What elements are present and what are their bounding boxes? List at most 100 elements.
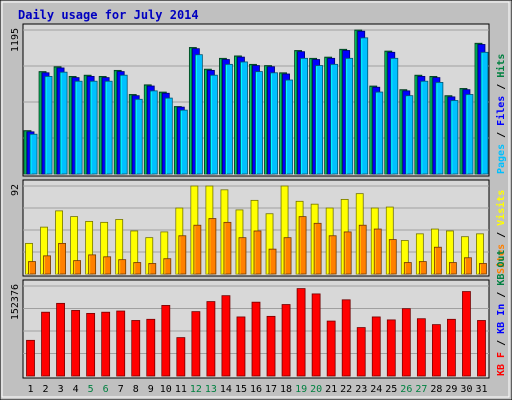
x-tick-label-day-1: 1 (28, 384, 34, 395)
x-tick-label-day-5: 5 (88, 384, 94, 395)
bar-sites-day-1 (28, 261, 36, 275)
bar-sites-day-17 (268, 248, 277, 275)
x-tick-label-day-3: 3 (58, 384, 64, 395)
bar-sites-day-10 (163, 258, 172, 275)
bar-pages-day-8 (134, 98, 143, 175)
x-tick-label-day-4: 4 (73, 384, 79, 395)
bar-sites-day-24 (373, 228, 382, 275)
x-tick-label-day-22: 22 (340, 384, 352, 395)
bar-sites-day-5 (88, 254, 97, 275)
x-tick-label-day-12: 12 (190, 384, 202, 395)
x-tick-label-day-9: 9 (148, 384, 154, 395)
bar-sites-day-8 (133, 262, 142, 275)
x-tick-label-day-24: 24 (370, 384, 382, 395)
bar-pages-day-2 (44, 75, 53, 175)
bar-sites-day-16 (253, 230, 262, 275)
x-tick-label-day-21: 21 (325, 384, 337, 395)
bar-pages-day-19 (300, 57, 308, 175)
bar-sites-day-25 (388, 239, 397, 275)
x-tick-label-day-28: 28 (430, 384, 442, 395)
bar-kb-f-day-7 (116, 310, 126, 377)
bar-pages-day-20 (315, 65, 324, 175)
bar-kb-f-day-27 (416, 318, 426, 377)
bar-pages-day-13 (210, 74, 218, 175)
bar-kb-f-day-5 (86, 312, 96, 377)
bar-pages-day-7 (119, 74, 128, 175)
x-tick-label-day-15: 15 (235, 384, 247, 395)
bar-pages-day-14 (225, 63, 233, 175)
bar-sites-day-29 (449, 262, 457, 275)
bar-pages-day-27 (420, 80, 429, 175)
x-tick-label-day-30: 30 (460, 384, 472, 395)
bar-sites-day-13 (208, 218, 217, 275)
panel-hits-ymax-label: 1195 (10, 28, 21, 52)
bar-pages-day-28 (435, 82, 444, 175)
legend-entry: KB F (496, 352, 507, 376)
bar-kb-f-day-2 (41, 311, 50, 377)
bar-pages-day-30 (465, 94, 474, 175)
x-tick-label-day-8: 8 (133, 384, 139, 395)
panel-visits-legend: Sites / Visits (495, 190, 507, 274)
bar-sites-day-7 (118, 259, 127, 275)
chart-title: Daily usage for July 2014 (18, 8, 199, 22)
legend-entry: Sites (495, 244, 507, 274)
legend-entry: / (496, 334, 507, 352)
x-tick-label-day-19: 19 (295, 384, 307, 395)
bar-pages-day-3 (59, 71, 68, 175)
bar-sites-day-28 (433, 246, 442, 275)
series-sites (28, 216, 487, 275)
x-tick-label-day-31: 31 (475, 384, 487, 395)
bar-pages-day-1 (29, 133, 38, 175)
bar-pages-day-6 (104, 80, 113, 175)
bar-pages-day-12 (194, 54, 203, 175)
series-kb-f (26, 288, 486, 377)
bar-sites-day-4 (73, 260, 82, 275)
legend-entry: / (496, 286, 507, 304)
x-tick-label-day-7: 7 (118, 384, 124, 395)
bar-kb-f-day-14 (221, 295, 231, 377)
bar-sites-day-15 (238, 237, 247, 275)
bar-kb-f-day-4 (71, 310, 81, 377)
bar-kb-f-day-28 (431, 324, 441, 377)
x-tick-label-day-10: 10 (160, 384, 172, 395)
bar-pages-day-11 (179, 109, 188, 175)
bar-sites-day-2 (43, 255, 51, 275)
x-axis-day-labels: 1 2 3 4 5 6 7 8 9 10 11 12 13 14 15 16 17 18 19 20 21 22 23 24 2… (28, 384, 488, 395)
bar-sites-day-21 (328, 235, 337, 275)
x-tick-label-day-17: 17 (265, 384, 277, 395)
x-tick-label-day-20: 20 (310, 384, 322, 395)
legend-entry: KB In (496, 304, 507, 334)
bar-kb-f-day-20 (311, 293, 321, 377)
x-tick-label-day-25: 25 (385, 384, 397, 395)
bar-kb-f-day-6 (101, 311, 111, 377)
bar-sites-day-22 (343, 231, 352, 275)
panel-hits: 1195 Pages / Files / Hits (10, 23, 507, 177)
bar-kb-f-day-22 (341, 299, 351, 377)
bar-pages-day-15 (240, 61, 248, 175)
bar-pages-day-22 (345, 57, 354, 175)
bar-kb-f-day-18 (281, 304, 291, 377)
x-tick-label-day-18: 18 (280, 384, 292, 395)
x-tick-label-day-29: 29 (445, 384, 457, 395)
legend-entry: Visits (495, 190, 507, 226)
bar-kb-f-day-26 (401, 308, 411, 377)
bar-sites-day-27 (418, 261, 427, 275)
bar-kb-f-day-29 (447, 318, 456, 377)
bar-pages-day-25 (390, 57, 399, 175)
bar-kb-f-day-23 (356, 327, 366, 377)
bar-pages-day-4 (74, 80, 83, 175)
bar-kb-f-day-15 (236, 316, 246, 377)
bar-kb-f-day-17 (266, 315, 276, 377)
legend-entry: KB Out (496, 250, 507, 286)
x-tick-label-day-16: 16 (250, 384, 262, 395)
bar-pages-day-29 (450, 100, 459, 175)
bar-pages-day-5 (89, 80, 98, 175)
bar-pages-day-31 (480, 51, 489, 175)
bar-kb-f-day-31 (477, 320, 486, 377)
x-tick-label-day-11: 11 (175, 384, 187, 395)
x-tick-label-day-13: 13 (205, 384, 217, 395)
bar-pages-day-24 (375, 91, 384, 175)
